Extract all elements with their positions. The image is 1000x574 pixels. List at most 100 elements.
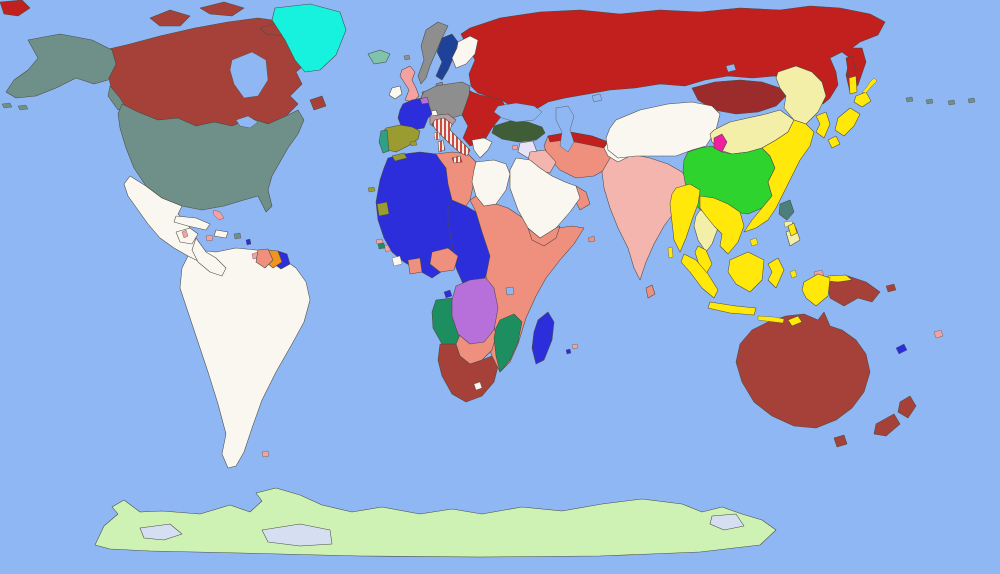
- region-balearics: [409, 140, 418, 147]
- region-spanish-morocco: [391, 152, 408, 162]
- group-japan-empire: [667, 75, 878, 327]
- group-belgium: [419, 96, 499, 345]
- region-antarctica: [94, 487, 777, 558]
- region-gold-coast: [407, 257, 423, 275]
- region-france: [397, 97, 433, 131]
- region-italy: [431, 117, 471, 157]
- region-hispaniola: [213, 229, 229, 239]
- lake-baikal: [725, 63, 737, 73]
- region-british-guiana: [255, 248, 274, 269]
- region-socotra: [587, 235, 596, 243]
- region-kurils: [861, 77, 878, 94]
- region-hainan: [749, 237, 759, 247]
- region-korea: [815, 111, 831, 139]
- region-cabinda: [443, 289, 453, 299]
- region-iceland: [367, 49, 391, 65]
- group-dutch-new-guinea: [801, 273, 831, 307]
- group-italy: [431, 117, 471, 164]
- region-sicily: [451, 155, 463, 164]
- region-andamans: [667, 246, 674, 259]
- region-usa: [117, 103, 305, 213]
- region-aleutians-west-2: [17, 104, 29, 111]
- sea-caspian: [555, 105, 575, 153]
- region-java: [707, 301, 757, 316]
- region-sweden: [435, 33, 459, 81]
- region-british-india: [601, 153, 693, 281]
- group-neutral-asia: [391, 101, 721, 391]
- region-sardinia: [437, 139, 446, 153]
- group-sweden: [435, 33, 459, 81]
- region-egypt: [471, 159, 511, 207]
- region-puerto-rico: [233, 232, 242, 240]
- region-arctic-island-1: [149, 9, 191, 27]
- lake-victoria: [505, 286, 515, 296]
- region-new-zealand-south: [873, 413, 901, 437]
- region-ronne-ice-shelf: [139, 523, 183, 541]
- region-aleutians-east-2: [925, 98, 934, 105]
- region-canary-islands: [367, 186, 376, 193]
- region-south-sakhalin: [848, 75, 858, 95]
- region-luzon: [778, 199, 795, 221]
- region-communist-china: [713, 133, 728, 153]
- region-aleutians-east-3: [947, 99, 956, 106]
- region-belgium: [419, 96, 430, 105]
- group-antarctica: [94, 487, 777, 558]
- region-burma: [669, 183, 701, 253]
- region-east-new-guinea: [827, 275, 881, 307]
- lake-hudson-bay: [229, 51, 269, 99]
- region-timor: [787, 315, 803, 327]
- region-new-zealand-north: [897, 395, 917, 419]
- region-alaska: [5, 33, 117, 99]
- group-ice-shelves: [139, 513, 745, 547]
- region-arctic-island-2: [199, 1, 245, 17]
- region-reunion: [565, 348, 572, 355]
- region-australia: [735, 311, 871, 429]
- region-portugal: [378, 129, 390, 154]
- region-taiwan: [787, 222, 798, 237]
- group-united-states: [1, 33, 976, 240]
- region-dutch-new-guinea: [801, 273, 831, 307]
- region-finland: [451, 35, 479, 69]
- group-philippines-teal: [778, 199, 795, 221]
- region-aleutians-west: [1, 102, 13, 109]
- region-tibet-xinjiang: [605, 101, 721, 159]
- region-corsica: [433, 131, 441, 141]
- region-aleutians-east-1: [905, 96, 914, 103]
- region-mozambique: [493, 313, 523, 373]
- region-mauritius: [571, 343, 579, 350]
- region-saudi-arabia: [509, 157, 581, 239]
- group-neutral-americas: [123, 175, 311, 469]
- group-united-kingdom: [181, 65, 944, 458]
- region-french-indochina: [699, 195, 745, 255]
- region-amery-ice-shelf: [709, 513, 745, 531]
- region-nigeria: [429, 247, 459, 273]
- region-lesser-sunda: [757, 315, 785, 324]
- region-british-honduras: [181, 229, 189, 239]
- sea-aral: [591, 93, 603, 103]
- region-moluccas: [789, 269, 798, 279]
- region-honshu: [834, 107, 861, 137]
- region-new-britain: [885, 283, 897, 293]
- region-norway: [417, 21, 449, 85]
- region-central-america: [191, 237, 227, 277]
- group-lakes: [229, 51, 737, 296]
- region-belgian-congo: [451, 277, 499, 345]
- lake-great-lakes: [235, 115, 259, 129]
- group-spain: [367, 124, 421, 217]
- region-jamaica: [205, 234, 214, 242]
- region-aleutians-east-4: [967, 97, 976, 104]
- group-iceland: [367, 49, 391, 65]
- region-celebes: [767, 257, 785, 289]
- region-new-caledonia: [895, 343, 908, 355]
- region-ceylon: [645, 284, 656, 299]
- region-occupied-china-coast: [743, 119, 815, 233]
- region-newfoundland: [309, 95, 327, 111]
- region-faroes: [403, 54, 411, 61]
- region-ireland: [388, 85, 403, 100]
- region-soviet-eastern-europe: [461, 87, 507, 147]
- region-greenland: [271, 3, 347, 73]
- region-guadeloupe-martinique: [245, 238, 252, 246]
- region-falklands: [261, 450, 270, 458]
- region-liberia: [391, 255, 403, 267]
- sea-black: [493, 102, 543, 123]
